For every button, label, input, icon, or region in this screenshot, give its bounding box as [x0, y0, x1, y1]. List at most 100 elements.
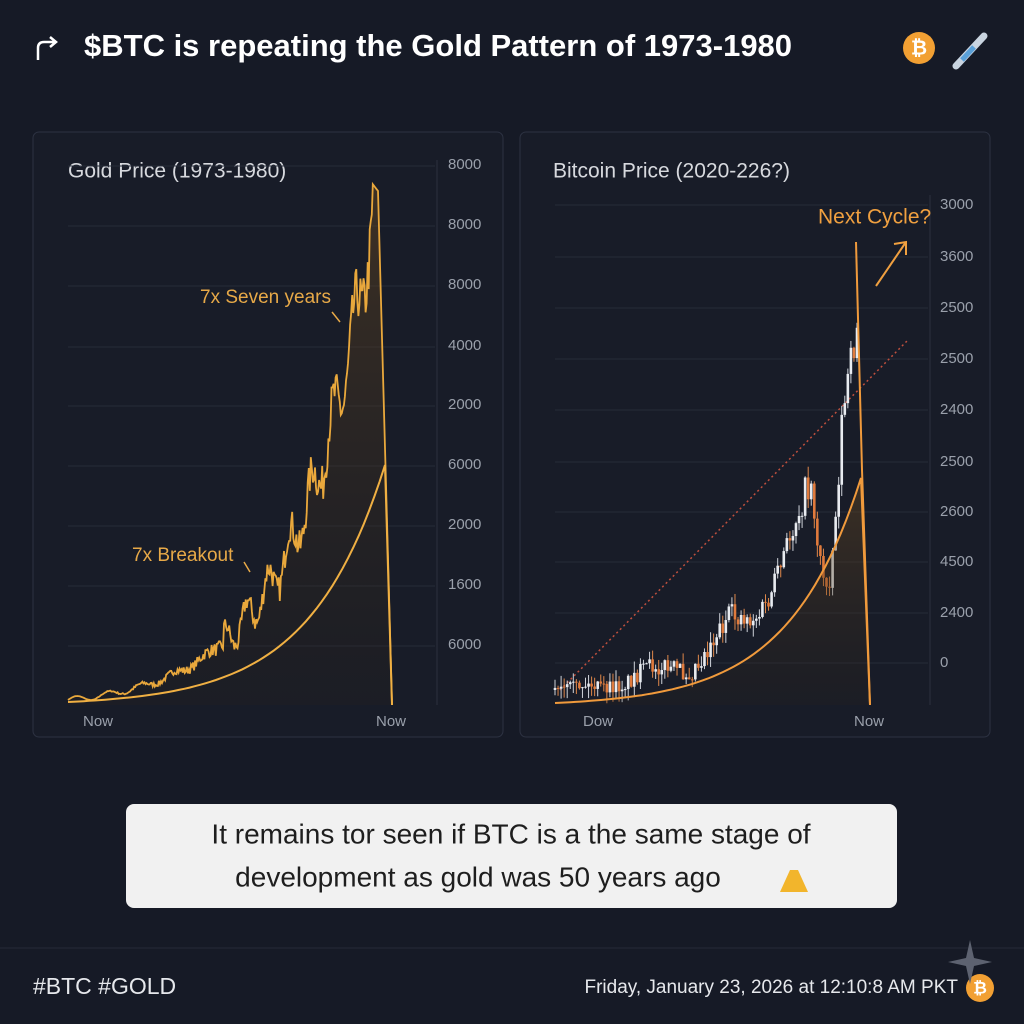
candle-body — [739, 614, 743, 625]
candle-body — [718, 623, 722, 638]
candle-body — [690, 679, 694, 681]
post-title: $BTC is repeating the Gold Pattern of 19… — [84, 28, 792, 63]
candle-body — [809, 483, 813, 500]
y-tick-label: 2000 — [448, 516, 481, 533]
candle-body — [812, 483, 816, 519]
candle-body — [559, 686, 563, 689]
candle-body — [605, 683, 609, 693]
candle-body — [562, 686, 566, 688]
share-icon — [36, 36, 58, 60]
gold-chart: 8000 8000 8000 4000 2000 6000 2000 1600 6000 — [67, 156, 481, 706]
trend-curve — [67, 464, 393, 706]
y-tick-label: 4000 — [448, 337, 481, 354]
candle-body — [840, 414, 844, 485]
candle-body — [602, 683, 606, 685]
candle-body — [849, 347, 853, 374]
candle-body — [687, 677, 691, 680]
candle-body — [556, 687, 560, 689]
candle-body — [742, 614, 746, 624]
area — [555, 478, 870, 705]
bitcoin-icon: ₿ — [966, 974, 994, 1002]
candle-body — [767, 602, 770, 607]
syringe-icon — [952, 32, 988, 70]
candle-body — [776, 565, 779, 574]
candle-body — [806, 477, 810, 500]
y-tick-label: 2600 — [940, 503, 973, 520]
trend-curve — [554, 477, 871, 706]
candle-body — [751, 620, 755, 626]
candle-body — [770, 592, 773, 607]
caption-box — [126, 804, 897, 908]
candle-body — [669, 666, 673, 671]
candle-body — [681, 663, 685, 680]
hashtags: #BTC #GOLD — [33, 973, 176, 999]
candle-body — [623, 689, 627, 691]
candle-body — [797, 516, 801, 524]
candle-body — [755, 618, 758, 621]
chart-title: Bitcoin Price (2020-226?) — [553, 160, 790, 183]
x-label: Now — [376, 713, 406, 730]
candle-body — [794, 523, 798, 537]
candle-body — [596, 681, 600, 689]
candle-body — [791, 536, 795, 541]
sparkle-icon — [948, 940, 992, 984]
candle-body — [599, 681, 603, 684]
candle-body — [642, 663, 645, 665]
candle-body — [758, 616, 761, 619]
candle-body — [578, 682, 581, 689]
candle-body — [779, 565, 783, 568]
candle-body — [788, 538, 792, 541]
candle-body — [782, 551, 786, 568]
candle-body — [614, 681, 618, 693]
caption-line: It remains tor seen if BTC is a the same… — [211, 818, 810, 849]
candle-body — [816, 518, 819, 546]
candle-body — [712, 642, 715, 646]
candle-body — [694, 663, 697, 680]
candle-body — [764, 601, 767, 603]
trend-line — [559, 339, 909, 691]
y-tick-label: 2500 — [940, 299, 973, 316]
candle-body — [666, 660, 670, 671]
candle-body — [553, 687, 557, 690]
cone-icon — [780, 870, 808, 892]
candle-body — [672, 661, 676, 667]
y-tick-label: 2500 — [940, 453, 973, 470]
y-tick-label: 6000 — [448, 636, 481, 653]
annotation: 7x Breakout — [132, 545, 234, 566]
candle-body — [590, 683, 593, 687]
bitcoin-chart: 3000 3600 2500 2500 2400 2500 2600 4500 2400 0 — [553, 195, 973, 706]
candle-body — [785, 538, 789, 552]
candle-body — [703, 651, 706, 667]
y-tick-label: 2500 — [940, 350, 973, 367]
candle-body — [660, 670, 664, 675]
candle-body — [727, 606, 731, 621]
candle-body — [855, 327, 859, 359]
caption-line: development as gold was 50 years ago — [235, 861, 721, 892]
candle-body — [626, 675, 630, 690]
pointer — [243, 311, 341, 573]
candle-body — [648, 659, 651, 664]
x-label: Now — [83, 713, 113, 730]
annotation: Next Cycle? — [818, 206, 931, 229]
y-tick-label: 3000 — [940, 196, 973, 213]
drop-line — [855, 241, 871, 706]
y-tick-label: 3600 — [940, 248, 973, 265]
candle-body — [678, 663, 682, 668]
candle-body — [700, 666, 703, 668]
candle-body — [709, 642, 712, 658]
candle-body — [593, 686, 596, 689]
annotation: 7x Seven years — [200, 287, 331, 308]
area — [68, 184, 392, 706]
candle-body — [611, 681, 615, 693]
timestamp: Friday, January 23, 2026 at 12:10:8 AM P… — [584, 977, 958, 998]
svg-text:₿: ₿ — [973, 978, 987, 997]
candle-body — [715, 637, 718, 646]
candle-body — [581, 687, 584, 689]
candle-body — [608, 681, 612, 693]
candle-body — [800, 515, 804, 517]
candle-body — [822, 555, 825, 578]
candle-body — [675, 661, 679, 668]
y-tick-label: 1600 — [448, 576, 481, 593]
candle-body — [629, 675, 633, 687]
